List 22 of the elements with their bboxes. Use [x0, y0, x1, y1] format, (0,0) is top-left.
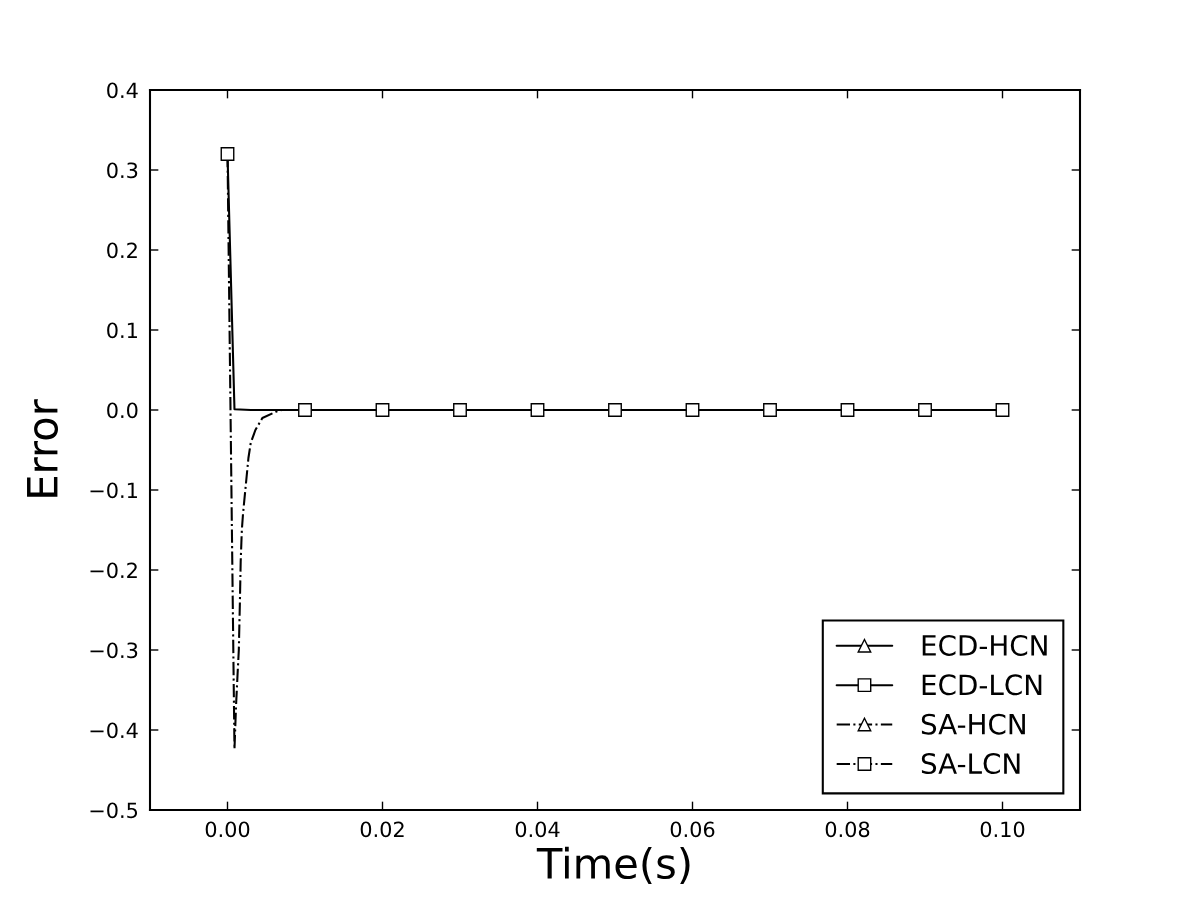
- x-tick-label: 0.04: [515, 821, 560, 838]
- y-tick-label: −0.4: [90, 722, 138, 739]
- y-tick-label: −0.5: [90, 802, 138, 819]
- x-tick-label: 0.10: [980, 821, 1025, 838]
- y-tick-label: 0.4: [107, 82, 138, 99]
- x-tick-label: 0.08: [825, 821, 870, 838]
- x-tick-label: 0.02: [360, 821, 404, 838]
- legend-label: SA-LCN: [921, 753, 1020, 775]
- x-tick-label: 0.00: [205, 821, 250, 838]
- legend-label: ECD-HCN: [922, 634, 1047, 656]
- y-tick-label: 0.3: [107, 162, 138, 179]
- legend-label: ECD-LCN: [922, 674, 1042, 696]
- x-axis-title: Time(s): [536, 846, 690, 884]
- y-tick-label: −0.3: [90, 642, 138, 659]
- legend-label: SA-HCN: [921, 713, 1025, 735]
- y-tick-label: 0.1: [107, 322, 137, 339]
- x-tick-label: 0.06: [670, 821, 715, 838]
- y-axis-title: Error: [27, 399, 58, 497]
- y-tick-label: −0.1: [90, 482, 137, 499]
- y-tick-label: 0.0: [107, 402, 138, 419]
- y-tick-label: −0.2: [90, 562, 137, 579]
- y-tick-label: 0.2: [107, 242, 137, 259]
